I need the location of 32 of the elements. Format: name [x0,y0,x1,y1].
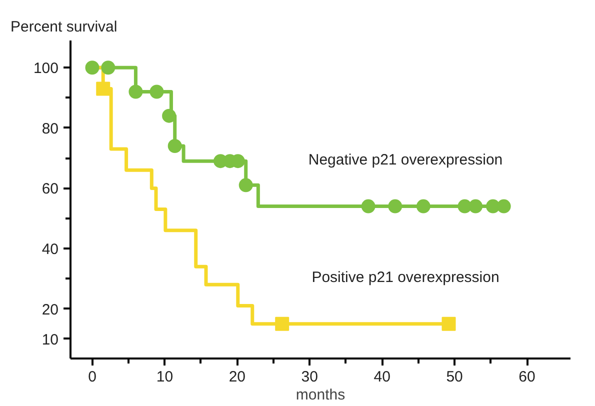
y-tick-label: 20 [42,301,59,318]
y-tick-label: 60 [42,180,59,198]
point [101,60,116,75]
text: Positive p21 overexpression [312,268,500,286]
point [85,60,100,75]
point [496,199,511,214]
point [162,108,176,123]
y-tick-label: 100 [33,60,59,78]
y-tick-label: 40 [42,240,59,258]
y-tick-label: 10 [42,331,59,348]
x-tick-label: 30 [301,368,318,386]
point [238,178,253,192]
y-axis-title: Percent survival [10,18,118,36]
y-tick-label: 80 [42,120,59,138]
point [468,199,483,214]
x-axis-title: months [296,386,346,404]
x-tick-label: 60 [518,368,536,386]
point [128,84,143,99]
point [416,199,430,214]
point [150,84,164,99]
x-tick-label: 50 [446,368,463,386]
x-tick-label: 40 [374,368,390,386]
point [168,139,182,153]
x-tick-label: 20 [228,368,246,386]
x-tick-label: 10 [156,368,174,386]
x-tick-label: 0 [88,368,96,386]
text: Negative p21 overexpression [308,151,503,168]
point [275,316,290,331]
point [388,199,402,214]
point [361,199,376,214]
point [442,316,456,331]
point [96,82,110,96]
